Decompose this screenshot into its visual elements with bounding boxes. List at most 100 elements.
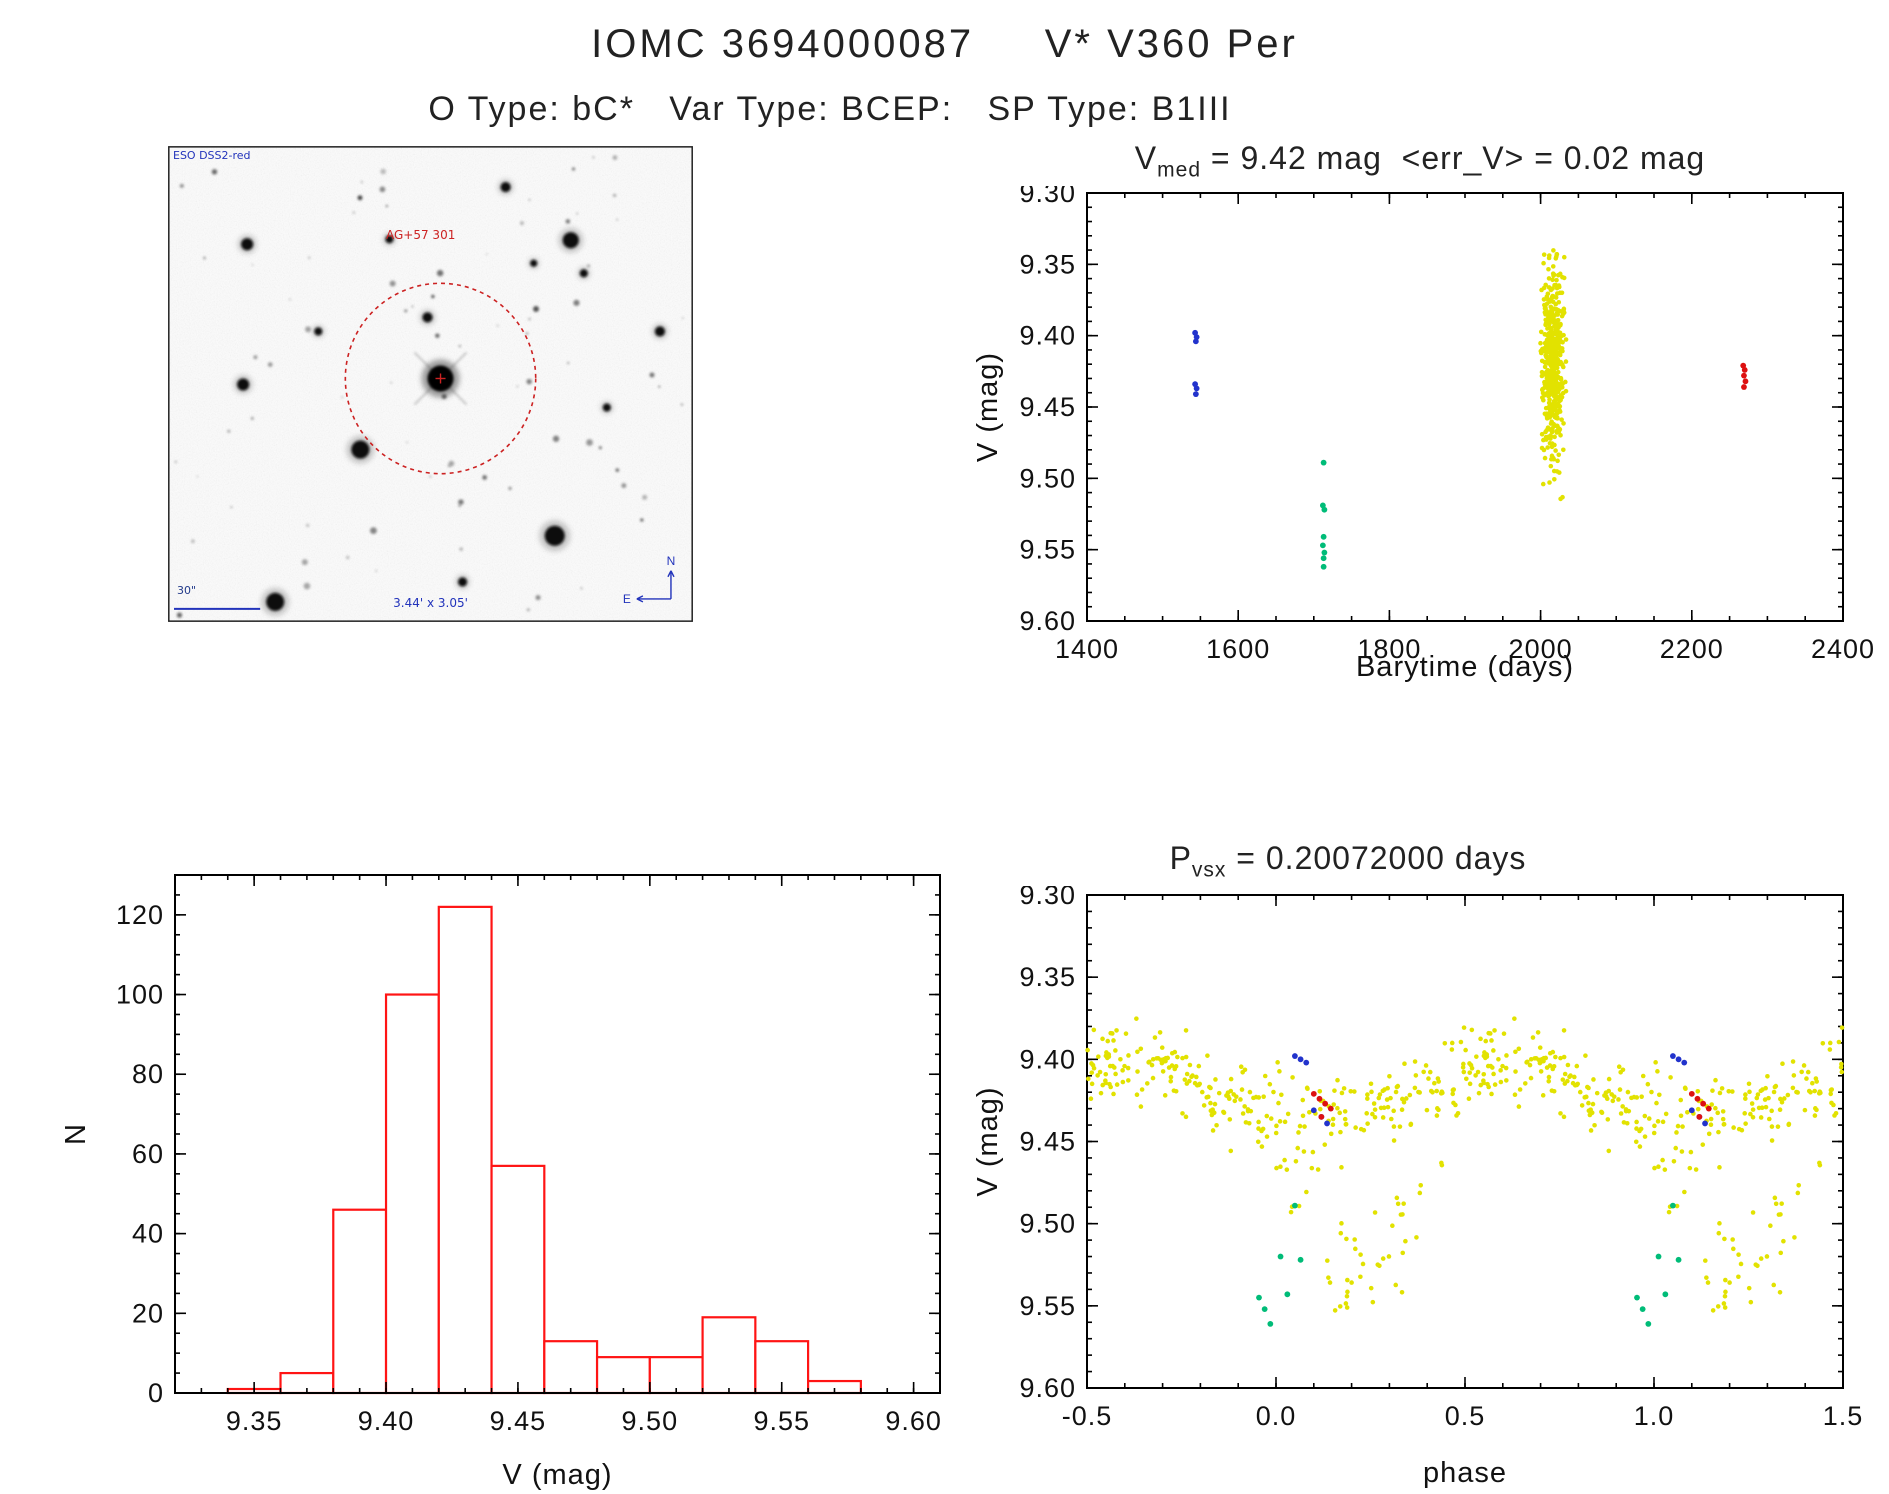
omc-folded-point — [1660, 1119, 1666, 1125]
omc-folded-point — [1328, 1131, 1334, 1137]
field-star — [406, 441, 408, 444]
omc-folded-point — [1149, 1062, 1155, 1068]
field-star — [621, 483, 627, 489]
page-subtitle: O Type: bC* Var Type: BCEP: SP Type: B1I… — [428, 90, 1232, 128]
field-star — [573, 299, 580, 306]
omc-folded-point — [1436, 1079, 1441, 1084]
omc-folded-point — [1126, 1078, 1131, 1083]
green-set-point — [1320, 533, 1327, 540]
omc-folded-point — [1708, 1122, 1714, 1128]
omc-folded-point — [1111, 1038, 1116, 1043]
red-set-point — [1742, 378, 1749, 385]
omc-folded-point — [1113, 1071, 1118, 1077]
omc-folded-point — [1394, 1195, 1400, 1201]
omc-folded-point — [1122, 1063, 1127, 1069]
omc-folded-point — [1527, 1062, 1533, 1068]
red-set-point — [1327, 1105, 1334, 1112]
x-tick-label: -0.5 — [1062, 1401, 1113, 1431]
omc-folded-point — [1180, 1111, 1185, 1116]
omc-folded-point — [1085, 1047, 1090, 1053]
field-star — [612, 155, 618, 160]
x-tick-label: 1.5 — [1823, 1401, 1864, 1431]
field-star — [305, 326, 312, 333]
omc-folded-point — [1758, 1115, 1764, 1120]
omc-main-point — [1551, 412, 1556, 418]
omc-folded-point — [1114, 1082, 1120, 1087]
omc-folded-point — [1533, 1055, 1539, 1061]
omc-folded-point — [1134, 1092, 1140, 1097]
omc-main-point — [1554, 365, 1560, 371]
omc-folded-point — [1675, 1123, 1681, 1129]
omc-folded-point — [1474, 1054, 1479, 1059]
red-set-point — [1688, 1090, 1695, 1097]
omc-folded-point — [1565, 1062, 1571, 1068]
omc-folded-point — [1795, 1190, 1801, 1196]
field-star — [230, 506, 233, 508]
omc-folded-point — [1388, 1116, 1394, 1122]
field-star — [196, 475, 199, 478]
omc-folded-point — [1565, 1078, 1570, 1084]
blue-set-point — [1702, 1120, 1708, 1127]
omc-folded-point — [1768, 1223, 1773, 1229]
field-star — [528, 317, 531, 321]
field-star — [496, 324, 499, 327]
omc-main-point — [1553, 353, 1559, 359]
omc-folded-point — [1617, 1087, 1623, 1092]
omc-folded-point — [1491, 1048, 1496, 1053]
omc-folded-point — [1352, 1246, 1358, 1252]
y-tick-label: 60 — [132, 1139, 164, 1169]
blue-set-point — [1681, 1059, 1688, 1066]
omc-main-point — [1542, 304, 1548, 309]
omc-folded-point — [1475, 1069, 1481, 1075]
omc-folded-point — [1693, 1167, 1699, 1172]
omc-folded-point — [1150, 1075, 1156, 1081]
omc-folded-point — [1817, 1089, 1823, 1094]
omc-folded-point — [1402, 1061, 1407, 1067]
field-star — [431, 294, 435, 299]
omc-folded-point — [1708, 1116, 1714, 1122]
omc-main-point — [1557, 271, 1563, 277]
omc-folded-point — [1461, 1061, 1466, 1067]
omc-folded-point — [1173, 1088, 1179, 1094]
y-tick-label: 0 — [148, 1378, 164, 1408]
omc-folded-point — [1785, 1092, 1791, 1098]
omc-main-point — [1552, 434, 1557, 440]
field-star — [251, 264, 254, 266]
omc-folded-point — [1421, 1069, 1426, 1075]
omc-main-point — [1552, 358, 1558, 364]
omc-folded-point — [1653, 1060, 1658, 1065]
omc-main-point — [1548, 463, 1554, 469]
omc-folded-point — [1776, 1212, 1782, 1217]
omc-folded-point — [1416, 1089, 1421, 1095]
omc-folded-point — [1775, 1124, 1781, 1129]
omc-folded-point — [1603, 1094, 1609, 1099]
green-set-point — [1261, 1306, 1268, 1313]
omc-folded-point — [1183, 1054, 1189, 1060]
omc-folded-point — [1360, 1261, 1366, 1267]
field-star — [642, 494, 648, 500]
omc-folded-point — [1089, 1061, 1094, 1066]
omc-folded-point — [1273, 1130, 1279, 1136]
blue-set-point — [1193, 385, 1200, 392]
blue-set-point — [1303, 1059, 1310, 1066]
omc-main-point — [1553, 324, 1558, 329]
omc-folded-point — [1138, 1046, 1144, 1052]
omc-main-point — [1559, 417, 1564, 422]
omc-folded-point — [1091, 1065, 1097, 1071]
field-star — [680, 403, 683, 406]
omc-folded-point — [1207, 1084, 1212, 1090]
omc-main-point — [1541, 397, 1546, 403]
omc-folded-point — [1213, 1077, 1218, 1082]
omc-folded-point — [1293, 1159, 1299, 1164]
omc-folded-point — [1345, 1277, 1350, 1283]
omc-folded-point — [1256, 1095, 1262, 1100]
omc-folded-point — [1343, 1301, 1349, 1306]
omc-folded-point — [1460, 1065, 1466, 1070]
field-star — [640, 518, 644, 522]
omc-main-point — [1558, 323, 1563, 328]
field-star — [658, 385, 661, 388]
omc-folded-point — [1183, 1114, 1189, 1120]
green-set-point — [1320, 555, 1327, 562]
omc-folded-point — [1403, 1238, 1408, 1244]
omc-main-point — [1542, 364, 1548, 370]
